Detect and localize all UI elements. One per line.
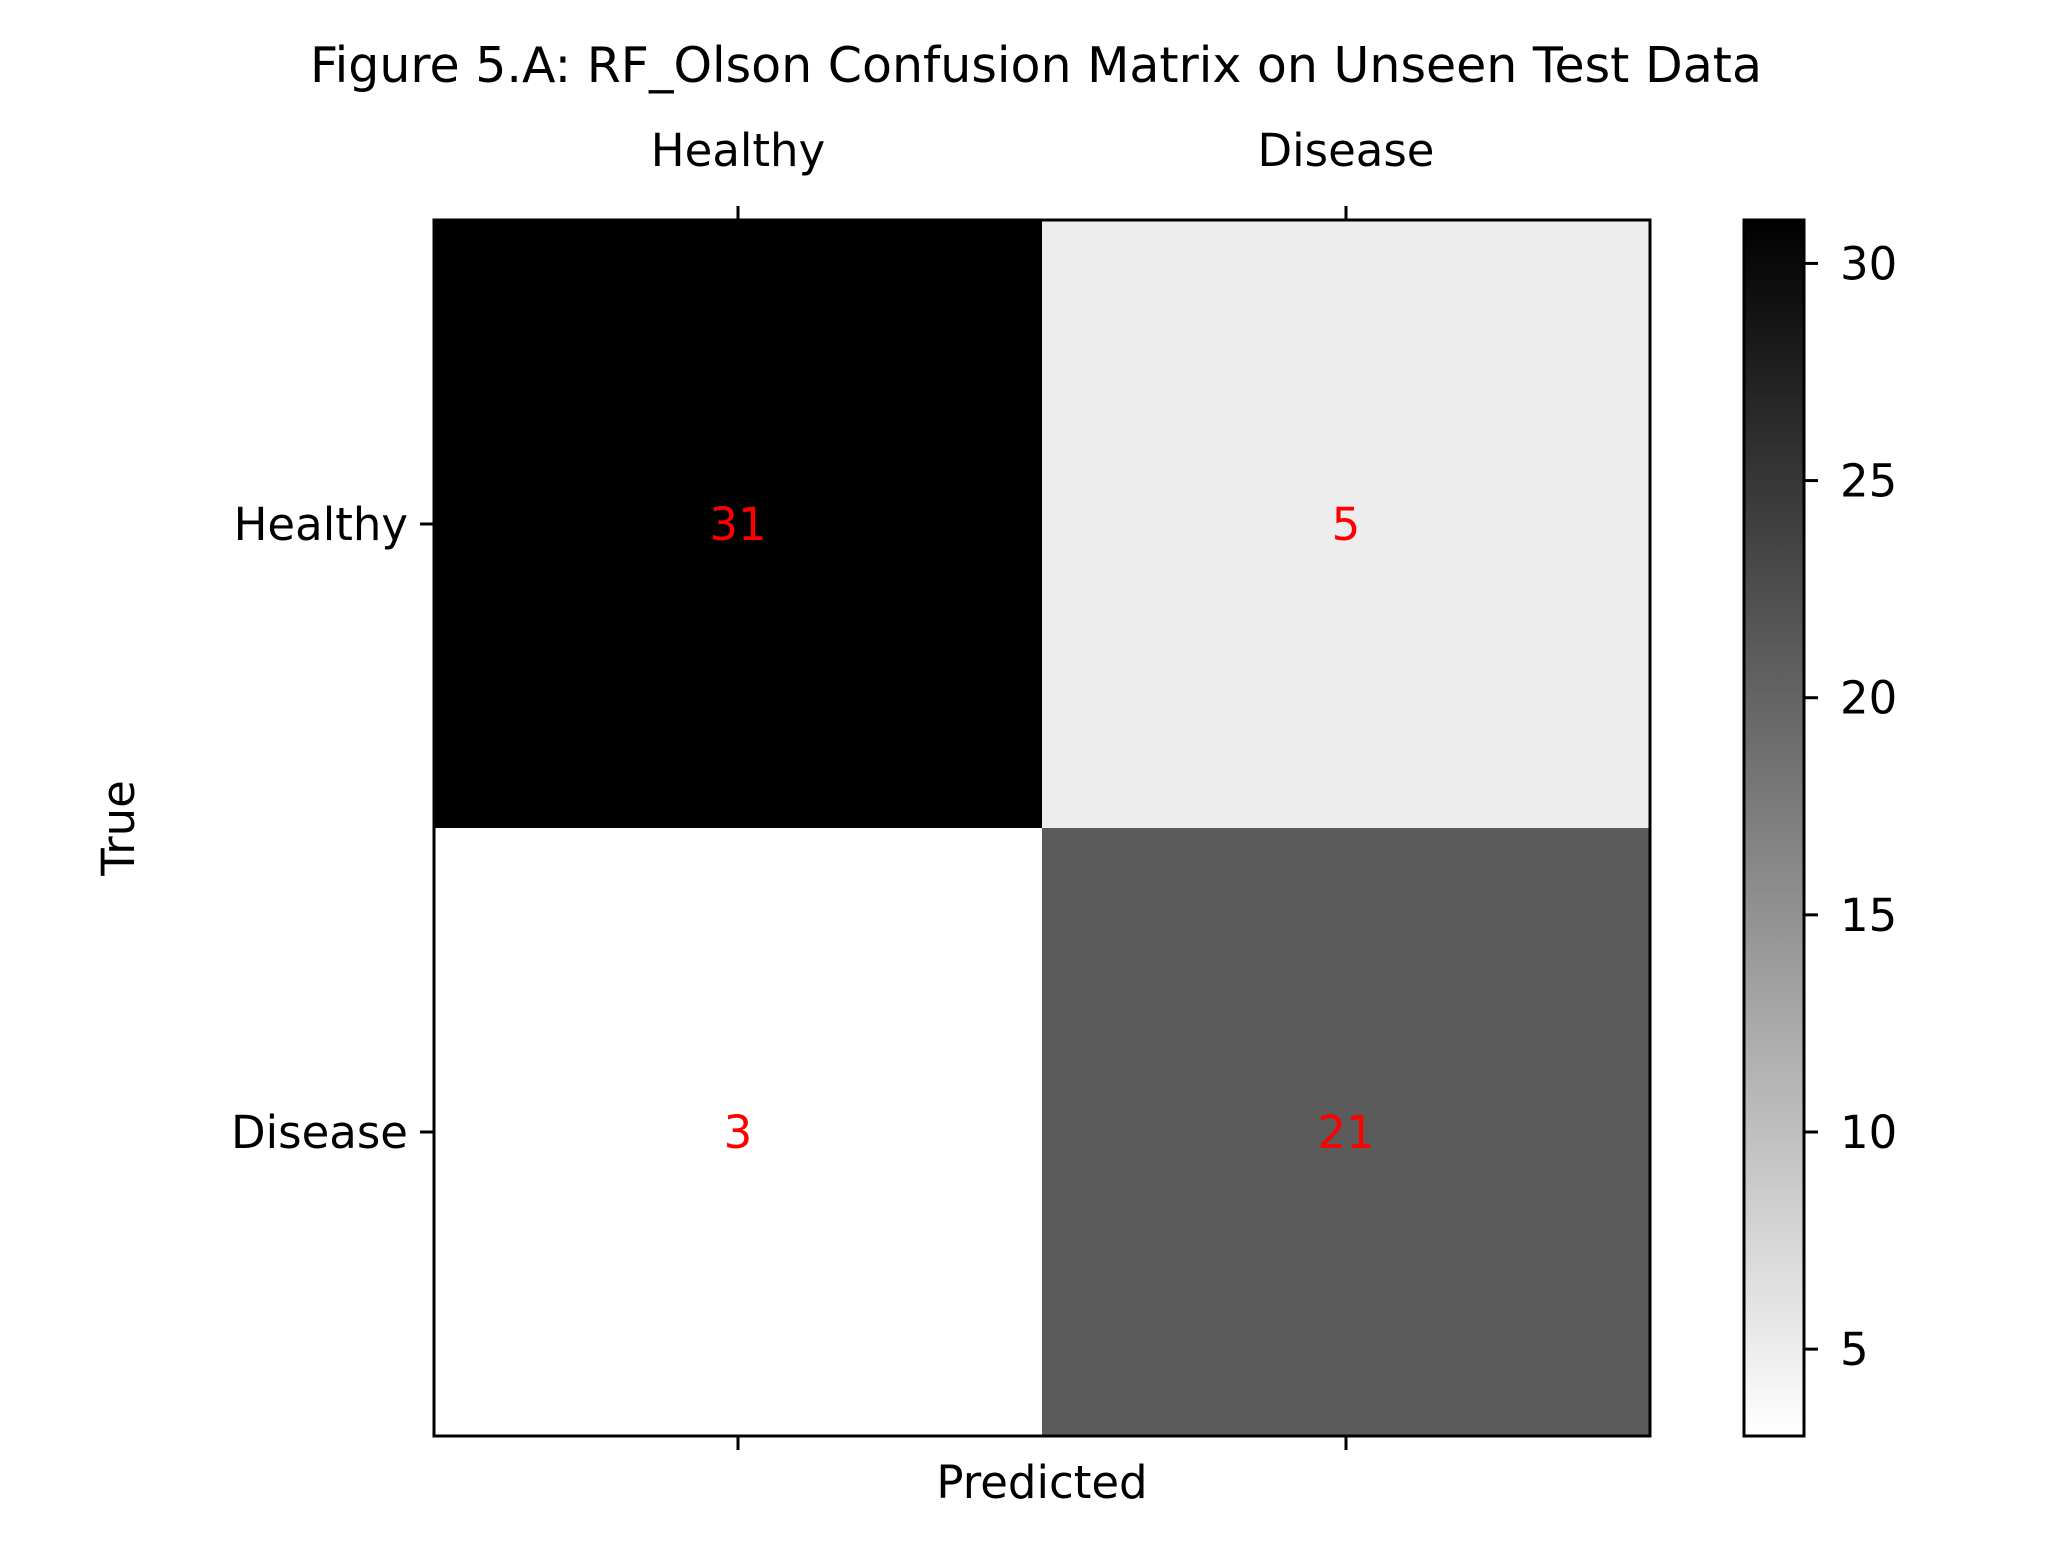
heatmap-cell [1042,220,1650,828]
cell-value-label: 31 [709,498,766,551]
cell-value-label: 21 [1317,1106,1374,1159]
x-tick-label: Healthy [651,124,825,177]
colorbar-ticks: 5 10 15 20 25 30 [1804,237,1897,1376]
x-axis-label: Predicted [936,1456,1147,1509]
plot-frame [432,218,1652,1438]
heatmap-cell [434,828,1042,1436]
heatmap-cells [434,220,1650,1436]
colorbar [1742,218,1806,1438]
y-axis-ticks: Healthy Disease [231,498,434,1159]
colorbar-tick-label: 20 [1840,672,1897,725]
colorbar-tick-label: 30 [1840,237,1897,290]
y-tick-label: Disease [231,1106,408,1159]
y-tick-label: Healthy [234,498,408,551]
colorbar-tick-label: 25 [1840,455,1897,508]
heatmap-cell [434,220,1042,828]
x-axis-ticks: Healthy Disease [651,124,1435,1450]
colorbar-tick-label: 5 [1840,1323,1869,1376]
chart-title: Figure 5.A: RF_Olson Confusion Matrix on… [310,37,1762,94]
x-tick-label: Disease [1258,124,1435,177]
cell-value-label: 5 [1332,498,1361,551]
colorbar-tick-label: 10 [1840,1106,1897,1159]
colorbar-tick-label: 15 [1840,889,1897,942]
y-axis-label: True [92,780,145,877]
heatmap-cell [1042,828,1650,1436]
cell-annotations: 31 5 3 21 [709,498,1374,1159]
cell-value-label: 3 [724,1106,753,1159]
